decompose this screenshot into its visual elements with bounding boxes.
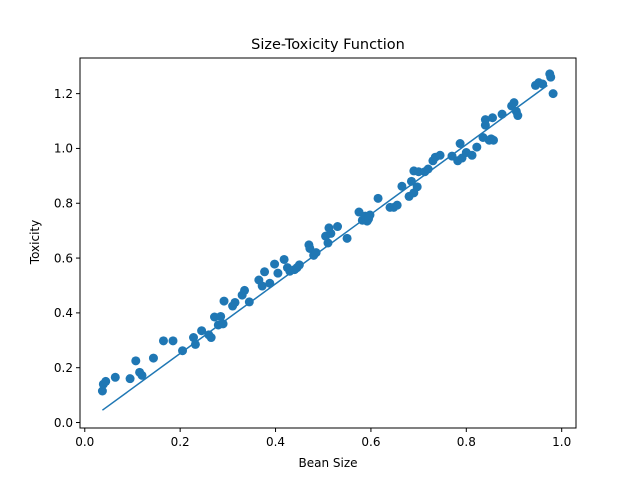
scatter-point [168,336,178,346]
fit-line-layer [101,84,548,411]
y-tick-label: 0.6 [54,251,73,265]
scatter-point [230,297,240,307]
scatter-point [423,164,433,174]
fitted-line [101,84,548,411]
scatter-point [397,181,407,191]
scatter-point [546,72,556,82]
x-tick-label: 1.0 [552,435,571,449]
scatter-point [189,333,199,343]
scatter-point [455,139,465,149]
scatter-point [311,248,321,258]
scatter-point [467,150,477,160]
scatter-point [497,109,507,119]
scatter-point [488,113,498,123]
y-tick-label: 0.0 [54,416,73,430]
y-tick-label: 1.2 [54,87,73,101]
x-tick-label: 0.2 [171,435,190,449]
scatter-point [137,370,147,380]
scatter-point [257,281,267,291]
axes-frame [79,57,577,429]
scatter-point [244,297,254,307]
x-axis: 0.0 0.2 0.4 0.6 0.8 1.0 [75,428,571,449]
x-axis-label: Bean Size [298,456,357,470]
y-axis-label: Toxicity [28,220,42,265]
scatter-point [216,311,226,321]
scatter-point [513,111,523,121]
scatter-point [197,326,207,336]
scatter-point [101,376,111,386]
scatter-point [260,267,270,277]
scatter-point [342,233,352,243]
y-tick-label: 0.4 [54,306,73,320]
scatter-point [480,115,490,125]
scatter-point [414,167,424,177]
x-tick-label: 0.6 [361,435,380,449]
x-tick-label: 0.4 [266,435,285,449]
x-tick-label: 0.0 [75,435,94,449]
scatter-point [206,333,216,343]
scatter-point [131,356,141,366]
scatter-point [326,228,336,238]
scatter-point [273,268,283,278]
y-tick-label: 1.0 [54,142,73,156]
scatter-point [218,319,228,329]
scatter-point [435,150,445,160]
scatter-point [538,79,548,89]
scatter-point [406,176,416,186]
scatter-point [219,296,229,306]
y-axis: 0.0 0.2 0.4 0.6 0.8 1.0 1.2 [54,87,80,430]
scatter-point [125,374,135,384]
scatter-point [323,238,333,248]
scatter-point [148,353,158,363]
scatter-point [333,222,343,232]
scatter-point [488,135,498,145]
y-tick-label: 0.8 [54,197,73,211]
scatter-point [190,339,200,349]
scatter-point [178,346,188,356]
scatter-point [509,98,519,108]
scatter-point [373,193,383,203]
scatter-point [279,254,289,264]
scatter-point [472,142,482,152]
scatter-point [392,200,402,210]
scatter-point [240,285,250,295]
chart-title: Size-Toxicity Function [251,37,405,53]
scatter-point [548,89,558,99]
scatter-point [110,372,120,382]
scatter-point [270,259,280,269]
x-tick-label: 0.8 [457,435,476,449]
scatter-point [158,336,168,346]
scatter-points [97,69,558,396]
scatter-point [294,260,304,270]
y-tick-label: 0.2 [54,361,73,375]
scatter-point [265,278,275,288]
scatter-point [97,386,107,396]
scatter-point [365,210,375,220]
scatter-point [412,182,422,192]
